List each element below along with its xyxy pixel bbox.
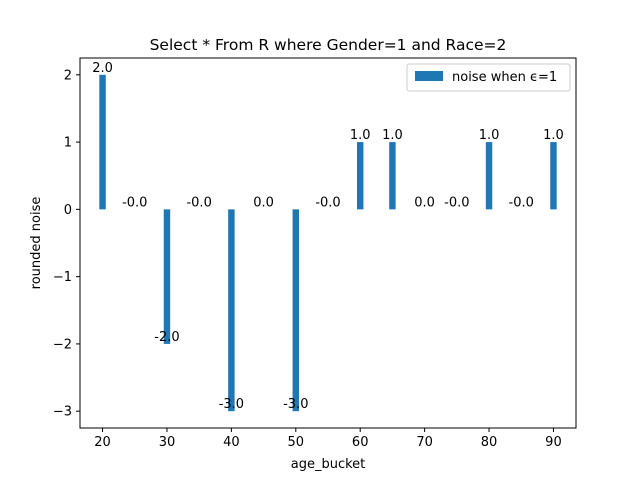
x-tick-label: 80	[481, 435, 498, 450]
bar	[550, 142, 557, 210]
data-label: 0.0	[414, 195, 435, 210]
data-label: 2.0	[92, 61, 113, 76]
y-tick-label: 1	[64, 136, 72, 151]
data-label: 0.0	[253, 195, 274, 210]
legend-swatch	[415, 71, 443, 81]
bar	[389, 142, 396, 210]
data-label: -0.0	[509, 195, 534, 210]
data-label: -0.0	[315, 195, 340, 210]
x-tick-label: 70	[416, 435, 433, 450]
data-label: -3.0	[219, 397, 244, 412]
bar	[163, 209, 171, 344]
data-label: 1.0	[382, 128, 403, 143]
y-tick-label: −3	[53, 405, 72, 420]
bar	[485, 142, 493, 210]
y-tick-label: 2	[64, 68, 72, 83]
legend-label: noise when ϵ=1	[452, 70, 557, 85]
chart-title: Select * From R where Gender=1 and Race=…	[150, 36, 507, 54]
bar	[292, 209, 300, 412]
data-label: 1.0	[543, 128, 564, 143]
y-axis-label: rounded noise	[29, 197, 44, 290]
x-tick-label: 50	[288, 435, 305, 450]
data-label: -0.0	[186, 195, 211, 210]
x-axis-label: age_bucket	[291, 457, 366, 472]
data-label: -2.0	[154, 330, 179, 345]
data-label: -0.0	[444, 195, 469, 210]
x-tick-label: 30	[159, 435, 176, 450]
plot-frame	[79, 57, 577, 429]
legend-box	[406, 63, 571, 92]
bar	[99, 74, 106, 210]
data-label: -0.0	[122, 195, 147, 210]
x-tick-label: 90	[545, 435, 562, 450]
data-label: -3.0	[283, 397, 308, 412]
bar	[228, 209, 235, 412]
bar	[356, 142, 364, 210]
legend: noise when ϵ=1	[406, 63, 571, 92]
x-tick-label: 20	[94, 435, 111, 450]
plot-area: 2.0-0.0-2.0-0.0-3.00.0-3.0-0.01.0 1.00.0-…	[53, 61, 564, 450]
x-tick-label: 60	[352, 435, 369, 450]
data-label: 1.0	[479, 128, 500, 143]
y-tick-label: −1	[53, 270, 72, 285]
y-tick-label: 0	[64, 203, 72, 218]
y-tick-label: −2	[53, 337, 72, 352]
data-label: 1.0	[350, 128, 371, 143]
x-tick-label: 40	[223, 435, 240, 450]
